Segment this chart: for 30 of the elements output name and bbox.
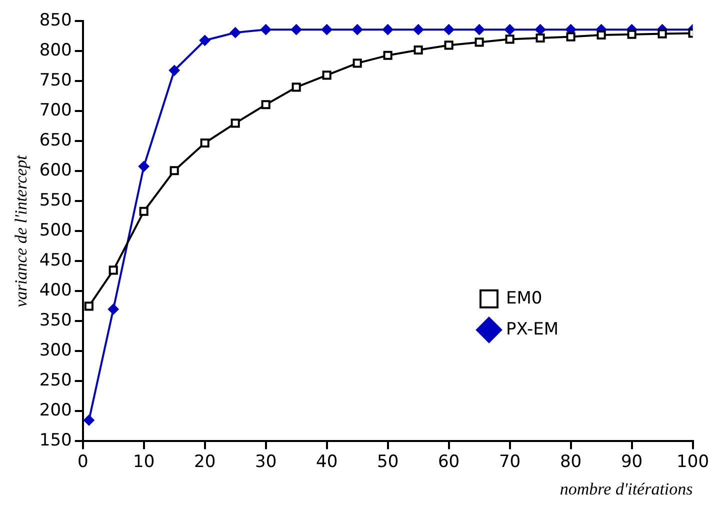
x-tick-label: 100 <box>676 452 710 472</box>
y-tick-label: 850 <box>39 10 72 31</box>
y-tick-label: 350 <box>39 310 72 331</box>
x-tick-label: 80 <box>560 452 582 472</box>
y-tick-label: 150 <box>39 430 72 451</box>
y-tick-label: 650 <box>39 130 72 151</box>
y-tick-label: 750 <box>39 70 72 91</box>
x-tick-label: 20 <box>194 452 216 472</box>
x-tick-label: 40 <box>316 452 338 472</box>
legend-label: EM0 <box>506 288 542 308</box>
x-tick-label: 60 <box>438 452 460 472</box>
x-tick-label: 50 <box>376 452 399 472</box>
y-tick-label: 400 <box>39 280 72 301</box>
legend-label: PX-EM <box>506 319 559 340</box>
x-tick-label: 10 <box>133 452 155 472</box>
y-tick-label: 300 <box>39 340 72 361</box>
x-tick-label: 30 <box>255 452 277 472</box>
x-tick-label: 90 <box>620 452 643 472</box>
x-tick-label: 70 <box>498 452 521 472</box>
y-tick-label: 800 <box>39 40 72 61</box>
x-axis-title: nombre d'itérations <box>560 479 694 498</box>
y-tick-label: 250 <box>39 370 72 391</box>
y-tick-label: 600 <box>39 160 72 181</box>
y-tick-label: 500 <box>39 220 72 241</box>
y-tick-label: 550 <box>39 190 72 211</box>
x-tick-label: 0 <box>77 452 88 472</box>
y-axis-title: variance de l'intercept <box>12 154 31 308</box>
y-tick-label: 700 <box>39 100 72 121</box>
y-tick-label: 450 <box>39 250 72 271</box>
y-tick-label: 200 <box>39 400 72 421</box>
